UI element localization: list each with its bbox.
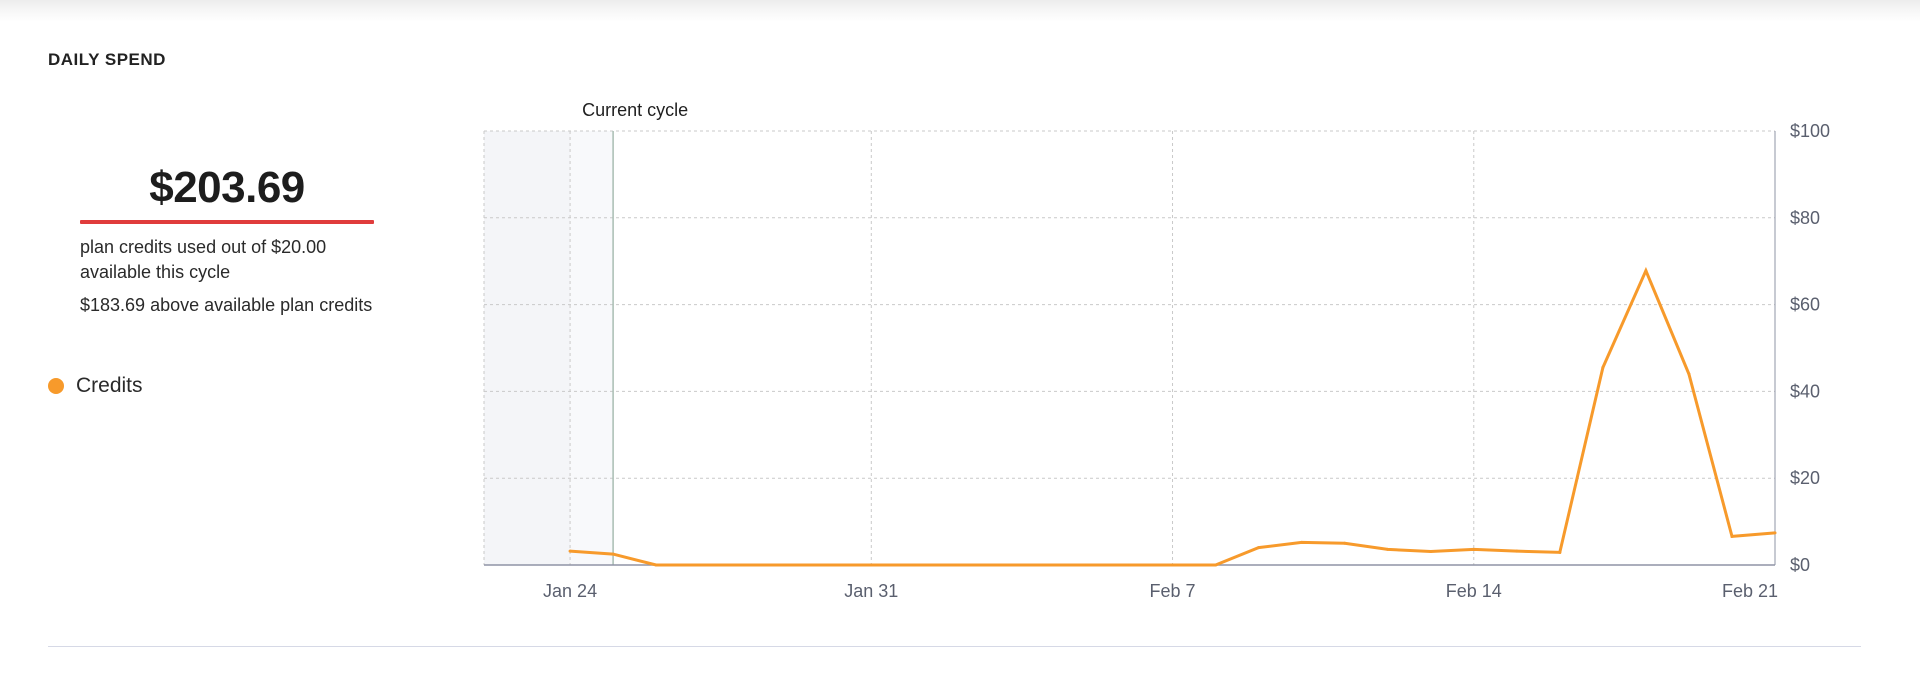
plan-credits-used-text: plan credits used out of $20.00 availabl… [80, 237, 327, 282]
legend-dot-icon [48, 378, 64, 394]
section-divider [48, 646, 1861, 647]
data-point-18 [1343, 541, 1347, 545]
data-point-27 [1730, 534, 1734, 538]
legend-label-credits: Credits [76, 374, 143, 397]
x-tick-label-0: Jan 24 [543, 581, 597, 601]
data-point-3 [697, 563, 701, 567]
data-point-19 [1386, 547, 1390, 551]
data-point-8 [912, 563, 916, 567]
data-point-0 [568, 549, 572, 553]
top-shadow [0, 0, 1920, 22]
data-point-23 [1558, 550, 1562, 554]
x-tick-label-3: Feb 14 [1446, 581, 1502, 601]
data-point-13 [1128, 563, 1131, 567]
data-point-22 [1515, 549, 1519, 553]
x-tick-label-2: Feb 7 [1150, 581, 1196, 601]
data-point-11 [1041, 563, 1045, 567]
y-tick-label-5: $100 [1790, 121, 1830, 141]
y-tick-label-0: $0 [1790, 555, 1810, 575]
data-point-7 [869, 563, 873, 567]
data-point-6 [826, 563, 830, 567]
above-plan-credits-text: $183.69 above available plan credits [80, 295, 373, 315]
y-tick-label-2: $40 [1790, 381, 1820, 401]
y-tick-label-3: $60 [1790, 295, 1820, 315]
data-point-14 [1171, 563, 1175, 567]
y-tick-label-1: $20 [1790, 468, 1820, 488]
chart-legend: Credits [48, 374, 143, 398]
data-point-15 [1214, 563, 1218, 567]
spend-summary: $203.69 plan credits used out of $20.00 … [80, 160, 374, 318]
data-point-17 [1300, 540, 1304, 544]
series-line-credits [569, 266, 1776, 567]
data-point-21 [1472, 547, 1476, 551]
data-point-2 [654, 563, 658, 567]
y-tick-label-4: $80 [1790, 208, 1820, 228]
data-point-16 [1257, 546, 1261, 550]
data-point-24 [1601, 366, 1605, 370]
data-point-25 [1644, 269, 1648, 273]
data-point-26 [1687, 372, 1691, 376]
data-point-20 [1429, 550, 1433, 554]
section-title: DAILY SPEND [48, 50, 166, 69]
data-point-10 [998, 563, 1002, 567]
data-point-4 [740, 563, 744, 567]
data-point-9 [955, 563, 959, 567]
data-point-28 [1773, 531, 1777, 535]
data-point-5 [783, 563, 787, 567]
data-point-1 [611, 552, 615, 556]
data-point-12 [1084, 563, 1088, 567]
pre-data-shade [484, 131, 571, 565]
total-spend-amount: $203.69 [149, 163, 305, 212]
x-tick-label-1: Jan 31 [844, 581, 898, 601]
current-cycle-label: Current cycle [582, 100, 688, 120]
previous-cycle-shade [570, 131, 614, 565]
x-tick-label-4: Feb 21 [1722, 581, 1778, 601]
over-limit-bar [80, 220, 374, 224]
